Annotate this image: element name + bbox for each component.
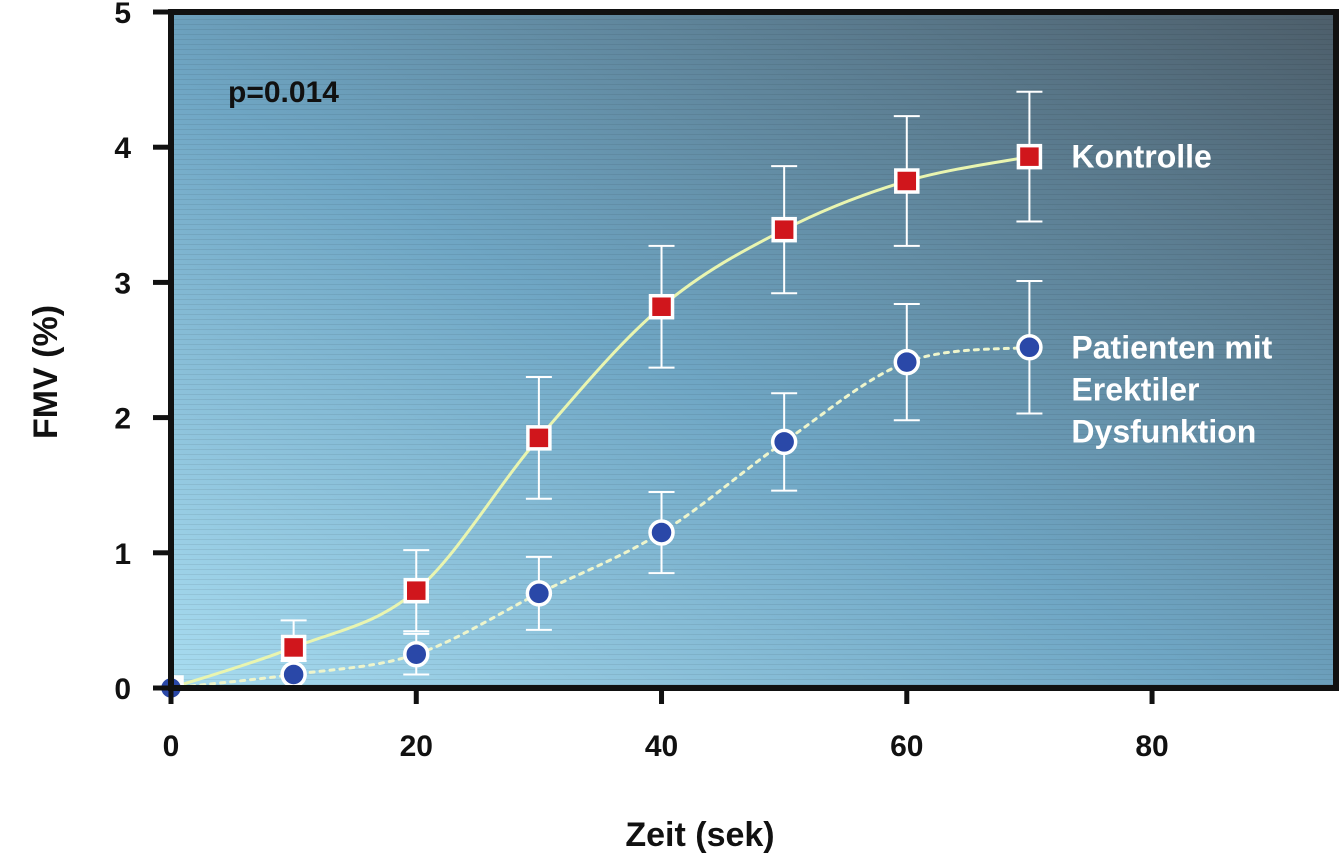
x-tick-label: 0 [163,730,180,763]
y-tick-label: 1 [114,538,131,571]
series-label-line: Erektiler [1071,371,1199,407]
x-tick-label: 40 [645,730,678,763]
p-value-annotation: p=0.014 [228,76,339,109]
data-point [280,634,307,661]
data-point [280,661,307,688]
series-label: Patienten mit Erektiler Dysfunktion [1071,329,1272,449]
series-label-line: Dysfunktion [1071,413,1256,449]
plot-area [171,12,1336,688]
x-axis-title: Zeit (sek) [625,816,774,854]
data-point [1016,334,1043,361]
x-tick-label: 20 [400,730,433,763]
data-point [648,519,675,546]
series-label-line: Kontrolle [1071,139,1211,175]
data-point [1016,143,1043,170]
data-point [893,348,921,376]
data-point [894,168,920,194]
y-tick-label: 0 [114,673,131,706]
plot-frame [168,9,1339,691]
data-point [770,428,798,456]
x-tick-label: 80 [1135,730,1168,763]
y-axis-title: FMV (%) [27,305,65,439]
data-point [403,640,430,668]
series-kontrolle: Kontrolle [158,90,1212,701]
data-point [403,577,430,604]
series-line [169,345,1031,690]
data-point [648,293,675,320]
data-point [525,580,553,607]
data-point [771,216,797,243]
y-tick-label: 3 [114,267,131,300]
y-tick-label: 5 [114,0,131,30]
x-tick-label: 60 [890,730,923,763]
series-patienten: Patienten mit Erektiler Dysfunktion [157,280,1273,702]
data-point [526,425,552,451]
y-tick-label: 4 [114,132,131,165]
series-label-line: Patienten mit [1071,329,1272,365]
y-tick-label: 2 [114,403,131,436]
series-line [169,155,1031,690]
series-label: Kontrolle [1071,139,1211,175]
